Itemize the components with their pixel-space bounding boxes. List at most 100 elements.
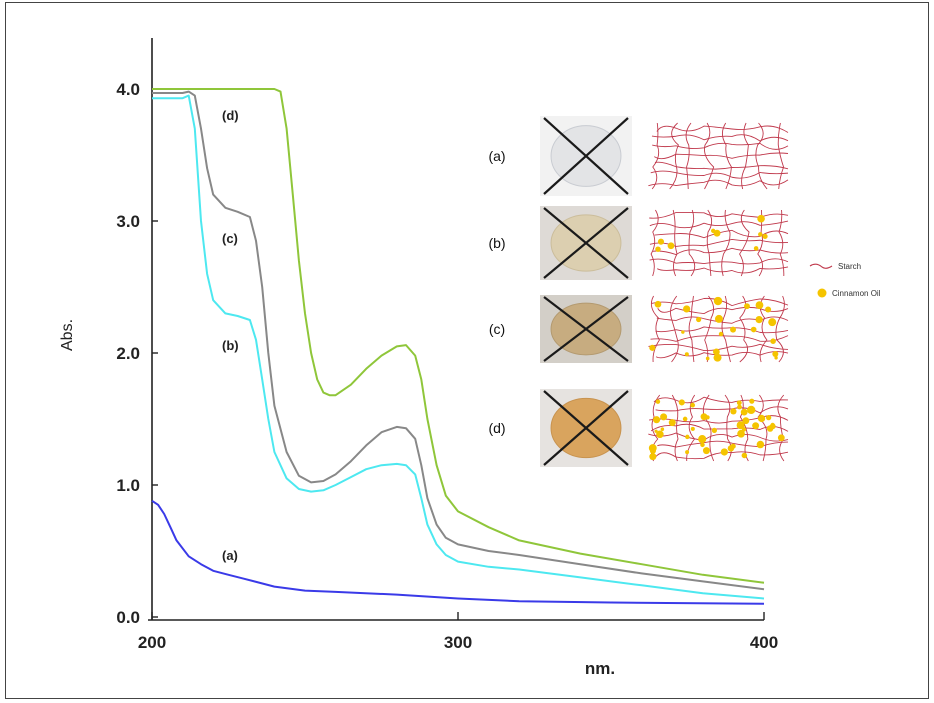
- starch-chain: [649, 258, 789, 265]
- starch-network-b: [649, 209, 789, 277]
- film-photo-a: [540, 116, 632, 196]
- starch-chain: [704, 295, 715, 363]
- series-line-d: [152, 88, 765, 584]
- oil-droplet: [755, 315, 763, 324]
- starch-chain: [648, 432, 789, 442]
- oil-droplet: [730, 326, 737, 333]
- oil-droplet: [681, 330, 685, 334]
- starch-chain: [649, 212, 789, 219]
- oil-droplet: [744, 303, 750, 310]
- inset-row-label-d: (d): [488, 420, 505, 436]
- inset-row-label-c: (c): [489, 321, 505, 337]
- oil-droplet: [757, 214, 765, 223]
- cross-mark: [543, 207, 629, 279]
- x-axis-label: nm.: [585, 659, 615, 678]
- curve-label-b: (b): [222, 338, 239, 353]
- starch-chain: [688, 295, 695, 363]
- starch-chain: [688, 209, 696, 277]
- film-photo-d: [540, 389, 632, 467]
- oil-droplet: [750, 326, 757, 333]
- starch-chain: [655, 326, 789, 334]
- oil-droplet: [653, 416, 661, 424]
- oil-droplet: [654, 300, 662, 308]
- figure-frame: [5, 2, 929, 699]
- starch-chain: [741, 122, 749, 190]
- oil-droplet: [657, 238, 665, 245]
- x-tick-label: 300: [444, 633, 472, 652]
- oil-droplet: [740, 408, 748, 416]
- oil-droplet: [762, 233, 768, 239]
- oil-droplet: [757, 414, 766, 423]
- y-axis-label: Abs.: [59, 319, 76, 351]
- oil-droplet: [690, 426, 695, 431]
- oil-droplet: [690, 402, 696, 408]
- oil-droplet: [713, 353, 722, 362]
- starch-chain: [721, 209, 731, 277]
- starch-chain: [777, 394, 785, 462]
- oil-droplet: [718, 331, 724, 337]
- starch-chain: [650, 295, 660, 363]
- starch-chain: [777, 122, 785, 190]
- starch-chain: [721, 122, 732, 190]
- starch-chain: [654, 152, 789, 160]
- cross-mark: [543, 117, 629, 195]
- x-tick-label: 200: [138, 633, 166, 652]
- oil-droplet: [655, 246, 661, 252]
- oil-droplet: [702, 447, 710, 455]
- oil-droplet: [741, 452, 748, 459]
- oil-droplet: [730, 408, 737, 415]
- oil-droplet: [660, 427, 665, 431]
- oil-droplet: [696, 316, 702, 323]
- curve-label-d: (d): [222, 108, 239, 123]
- series-layer: [151, 88, 765, 605]
- inset-row-label-b: (b): [488, 235, 505, 251]
- legend-starch-label: Starch: [838, 262, 861, 271]
- oil-droplet: [683, 305, 691, 313]
- legend-starch-swatch: [809, 263, 833, 269]
- starch-chain: [654, 161, 789, 170]
- starch-chain: [755, 122, 768, 190]
- oil-droplet: [700, 442, 705, 448]
- starch-chain: [654, 451, 789, 460]
- legend: Starch Cinnamon Oil: [809, 262, 881, 298]
- oil-droplet: [736, 421, 745, 430]
- oil-droplet: [698, 435, 707, 444]
- curve-label-a: (a): [222, 548, 238, 563]
- y-tick-label: 0.0: [116, 608, 140, 627]
- oil-droplet: [684, 352, 689, 357]
- oil-droplet: [649, 453, 657, 461]
- legend-oil-swatch: [817, 288, 827, 298]
- oil-droplet: [667, 242, 675, 250]
- starch-chain: [686, 394, 696, 462]
- series-line-b: [152, 94, 765, 600]
- oil-droplet: [737, 404, 742, 410]
- starch-chain: [685, 122, 692, 190]
- starch-chain: [721, 295, 731, 363]
- starch-chain: [649, 220, 789, 229]
- starch-chain: [652, 142, 789, 150]
- starch-chain: [650, 335, 789, 342]
- starch-network-c: [648, 295, 789, 363]
- starch-chain: [706, 209, 713, 277]
- oil-droplet: [774, 356, 778, 360]
- starch-chain: [651, 134, 789, 142]
- starch-chain: [778, 209, 785, 277]
- inset-row-label-a: (a): [488, 148, 505, 164]
- starch-chain: [651, 122, 660, 190]
- oil-droplet: [678, 399, 685, 406]
- oil-droplet: [753, 246, 759, 251]
- starch-chain: [655, 406, 789, 414]
- cross-mark: [543, 390, 629, 466]
- curve-label-c: (c): [222, 231, 238, 246]
- starch-chain: [657, 306, 789, 315]
- starch-chain: [670, 295, 679, 363]
- oil-droplet: [768, 318, 777, 327]
- starch-chain: [671, 394, 679, 462]
- oil-droplet: [742, 417, 750, 425]
- oil-droplet: [755, 301, 764, 310]
- oil-droplet: [713, 296, 723, 306]
- starch-chain: [739, 394, 749, 462]
- oil-droplet: [749, 398, 755, 404]
- oil-droplet: [685, 450, 690, 455]
